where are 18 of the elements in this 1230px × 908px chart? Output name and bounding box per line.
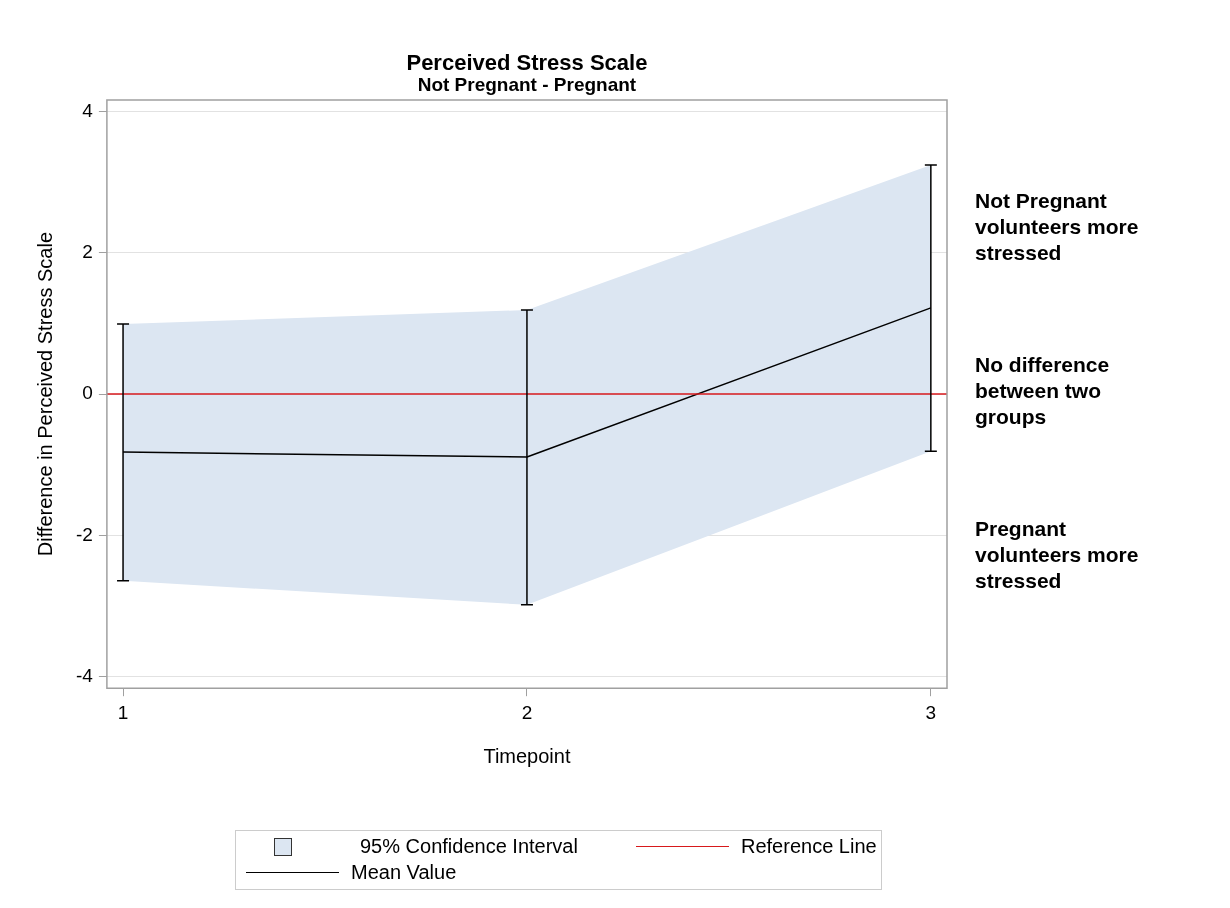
x-axis-title: Timepoint xyxy=(483,744,571,767)
chart-subtitle: Not Pregnant - Pregnant xyxy=(416,74,638,96)
x-tick-label: 3 xyxy=(925,701,937,723)
text: Not Pregnant volunteers more stressed xyxy=(975,188,1140,266)
text: 95% Confidence Interval xyxy=(360,835,578,858)
text: Pregnant volunteers more stressed xyxy=(975,516,1140,594)
x-tick-label: 2 xyxy=(521,701,533,723)
y-tick-label: -2 xyxy=(75,523,93,545)
y-tick-label: 0 xyxy=(82,382,93,404)
legend-label: Reference Line xyxy=(741,835,877,858)
y-tick-label: -4 xyxy=(75,665,94,687)
y-axis-title: Difference in Perceived Stress Scale xyxy=(33,231,56,557)
chart-title: Perceived Stress Scale xyxy=(405,50,649,76)
text: No difference between two groups xyxy=(975,352,1111,430)
legend-label: Mean Value xyxy=(351,861,457,884)
x-tick-label: 1 xyxy=(117,701,129,723)
y-tick-label: 2 xyxy=(82,240,93,262)
y-tick-label: 4 xyxy=(82,99,94,121)
